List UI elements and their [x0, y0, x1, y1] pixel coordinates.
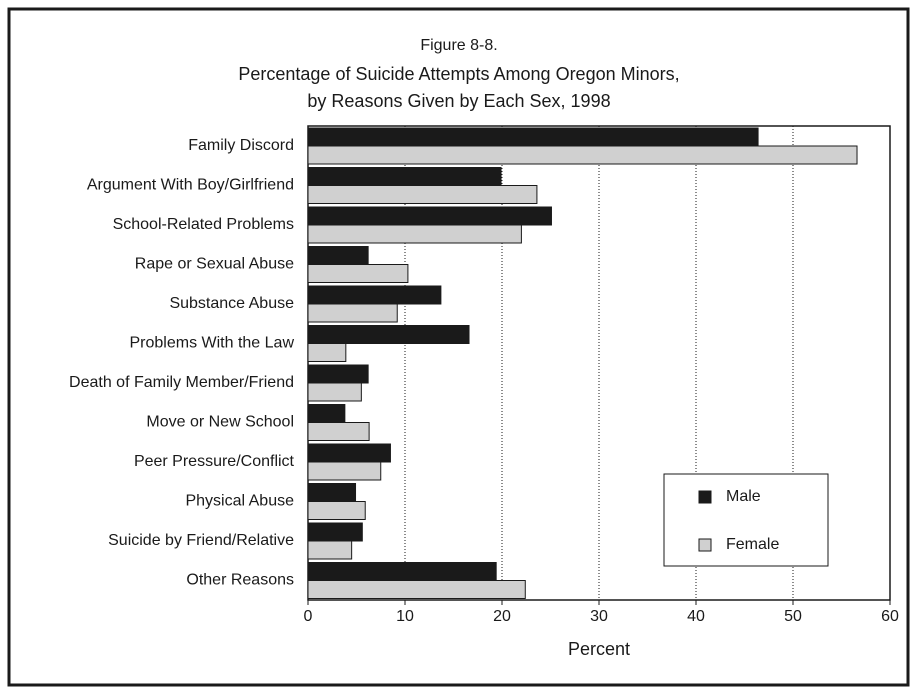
- y-tick-label: Argument With Boy/Girlfriend: [87, 177, 294, 194]
- y-tick-label: Peer Pressure/Conflict: [134, 453, 295, 470]
- x-tick-label: 20: [493, 608, 511, 625]
- bar: [307, 443, 391, 463]
- chart-title: by Reasons Given by Each Sex, 1998: [307, 91, 610, 111]
- bar: [307, 562, 497, 581]
- bar: [307, 501, 366, 520]
- x-tick-label: 40: [687, 608, 705, 625]
- bar: [307, 264, 409, 283]
- y-tick-label: Suicide by Friend/Relative: [108, 532, 294, 549]
- bar: [307, 343, 347, 362]
- bar: [307, 325, 470, 344]
- bar: [307, 461, 382, 481]
- x-tick-label: 10: [396, 608, 414, 625]
- chart-title: Figure 8-8.: [420, 37, 497, 54]
- y-tick-label: Physical Abuse: [185, 493, 294, 510]
- bar: [307, 422, 370, 441]
- bar: [307, 382, 362, 402]
- x-tick-label: 30: [590, 608, 608, 625]
- y-tick-label: Family Discord: [188, 137, 294, 154]
- x-tick-label: 60: [881, 608, 899, 625]
- bar: [307, 404, 346, 423]
- legend-swatch: [698, 490, 712, 504]
- bar: [307, 127, 759, 147]
- legend-label: Male: [726, 488, 761, 505]
- bar: [307, 246, 369, 265]
- chart-title: Percentage of Suicide Attempts Among Ore…: [238, 64, 679, 84]
- bar: [307, 145, 858, 165]
- bar: [307, 364, 369, 384]
- y-tick-label: Problems With the Law: [129, 335, 294, 352]
- legend-label: Female: [726, 536, 779, 553]
- bar: [307, 167, 502, 186]
- bar: [307, 483, 357, 502]
- y-tick-label: Rape or Sexual Abuse: [135, 256, 294, 273]
- y-tick-label: Substance Abuse: [169, 295, 294, 312]
- y-tick-label: Move or New School: [146, 414, 294, 431]
- bar: [307, 540, 353, 560]
- bar: [307, 580, 526, 599]
- x-tick-label: 0: [304, 608, 313, 625]
- bar: [307, 303, 398, 323]
- frame: [7, 7, 910, 687]
- bar: [307, 185, 538, 204]
- bar: [307, 522, 363, 542]
- legend-swatch: [698, 538, 712, 552]
- bar: [307, 206, 552, 226]
- y-tick-label: School-Related Problems: [113, 216, 294, 233]
- bar: [307, 224, 522, 244]
- legend-box: [663, 473, 829, 567]
- y-tick-label: Other Reasons: [186, 572, 294, 589]
- y-tick-label: Death of Family Member/Friend: [69, 374, 294, 391]
- x-tick-label: 50: [784, 608, 802, 625]
- bar: [307, 285, 442, 305]
- x-axis-label: Percent: [568, 639, 630, 659]
